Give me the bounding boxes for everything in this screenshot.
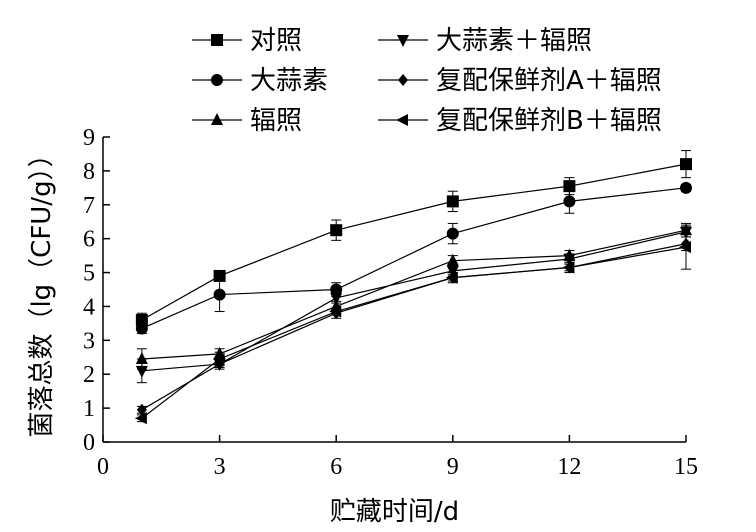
y-tick-label: 2 <box>83 362 95 388</box>
legend-label: 复配保鲜剂A＋辐照 <box>436 66 662 96</box>
series-line <box>141 243 687 411</box>
legend-marker <box>211 113 223 125</box>
legend-entry-2: 大蒜素 <box>192 66 328 96</box>
legend-entry-5: 复配保鲜剂A＋辐照 <box>378 66 662 96</box>
legend-entry-1: 对照 <box>192 26 302 56</box>
data-point <box>330 292 343 305</box>
data-point <box>562 261 575 274</box>
legend-marker <box>211 74 223 86</box>
y-tick-label: 9 <box>83 125 95 151</box>
y-tick-label: 4 <box>83 294 95 320</box>
legend-marker <box>211 34 223 46</box>
legend-entry-4: 大蒜素＋辐照 <box>378 26 592 56</box>
data-point <box>445 271 458 284</box>
y-tick-label: 3 <box>83 328 95 354</box>
data-point <box>446 227 459 240</box>
x-tick-label: 15 <box>674 454 698 480</box>
legend-marker <box>397 35 409 47</box>
series-line <box>141 246 687 419</box>
x-tick-label: 12 <box>557 454 581 480</box>
y-tick-label: 1 <box>83 396 95 422</box>
data-point <box>329 305 342 318</box>
data-point <box>563 254 576 266</box>
series-line <box>141 187 687 330</box>
series-line <box>141 231 687 372</box>
data-point <box>446 195 459 208</box>
data-point <box>213 269 226 282</box>
y-tick-label: 0 <box>83 430 95 456</box>
legend-label: 对照 <box>250 26 302 56</box>
legend-marker <box>396 114 408 126</box>
series-1 <box>135 150 692 328</box>
data-point <box>212 352 225 365</box>
legend-marker <box>398 74 408 86</box>
legend-label: 大蒜素 <box>250 66 328 96</box>
y-tick-label: 7 <box>83 193 95 219</box>
series-6 <box>134 224 691 425</box>
series-layer <box>134 150 692 425</box>
series-5 <box>136 236 691 416</box>
series-line <box>141 163 687 321</box>
data-point <box>680 158 692 171</box>
y-tick-label: 5 <box>83 261 95 287</box>
legend-label: 复配保鲜剂B＋辐照 <box>436 106 662 136</box>
data-point <box>680 181 692 194</box>
data-point <box>446 253 459 266</box>
legend-label: 大蒜素＋辐照 <box>436 26 592 56</box>
data-point <box>135 351 148 364</box>
data-point <box>134 412 147 425</box>
legend-label: 辐照 <box>250 106 302 136</box>
legend-entry-3: 辐照 <box>192 106 302 136</box>
legend-entry-6: 复配保鲜剂B＋辐照 <box>378 106 662 136</box>
x-tick-label: 9 <box>447 454 459 480</box>
series-2 <box>135 181 692 335</box>
y-tick-label: 6 <box>83 227 95 253</box>
y-axis-title: 菌落总数（lg（CFU/g）） <box>27 141 57 437</box>
x-tick-label: 3 <box>214 454 226 480</box>
data-point <box>563 195 576 208</box>
data-point <box>135 322 148 335</box>
data-point <box>213 288 226 301</box>
x-tick-label: 0 <box>97 454 109 480</box>
data-point <box>136 403 147 416</box>
y-tick-label: 8 <box>83 159 95 185</box>
data-point <box>135 365 148 378</box>
data-point <box>679 241 691 254</box>
x-axis-title: 贮藏时间/d <box>330 497 459 527</box>
x-tick-label: 6 <box>330 454 342 480</box>
data-point <box>330 224 343 237</box>
series-line <box>141 229 687 360</box>
